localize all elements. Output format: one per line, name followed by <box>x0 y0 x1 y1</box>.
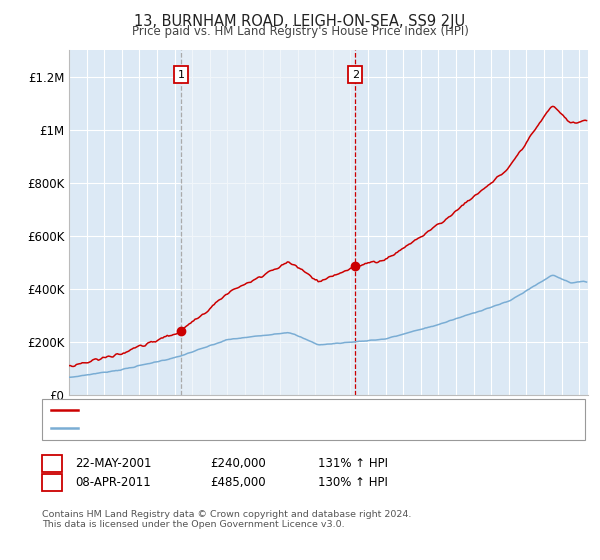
Text: 1: 1 <box>48 457 56 470</box>
Text: 22-MAY-2001: 22-MAY-2001 <box>75 457 151 470</box>
Text: 2: 2 <box>48 476 56 489</box>
Text: £240,000: £240,000 <box>210 457 266 470</box>
Text: 1: 1 <box>178 69 185 80</box>
Text: 08-APR-2011: 08-APR-2011 <box>75 476 151 489</box>
Text: Price paid vs. HM Land Registry's House Price Index (HPI): Price paid vs. HM Land Registry's House … <box>131 25 469 38</box>
Text: 13, BURNHAM ROAD, LEIGH-ON-SEA, SS9 2JU (semi-detached house): 13, BURNHAM ROAD, LEIGH-ON-SEA, SS9 2JU … <box>84 405 462 415</box>
Bar <box>181 50 355 395</box>
Text: 13, BURNHAM ROAD, LEIGH-ON-SEA, SS9 2JU: 13, BURNHAM ROAD, LEIGH-ON-SEA, SS9 2JU <box>134 14 466 29</box>
Text: £485,000: £485,000 <box>210 476 266 489</box>
Text: HPI: Average price, semi-detached house, Southend-on-Sea: HPI: Average price, semi-detached house,… <box>84 423 411 433</box>
Text: 130% ↑ HPI: 130% ↑ HPI <box>318 476 388 489</box>
Text: 131% ↑ HPI: 131% ↑ HPI <box>318 457 388 470</box>
Text: 2: 2 <box>352 69 359 80</box>
Text: Contains HM Land Registry data © Crown copyright and database right 2024.
This d: Contains HM Land Registry data © Crown c… <box>42 510 412 529</box>
